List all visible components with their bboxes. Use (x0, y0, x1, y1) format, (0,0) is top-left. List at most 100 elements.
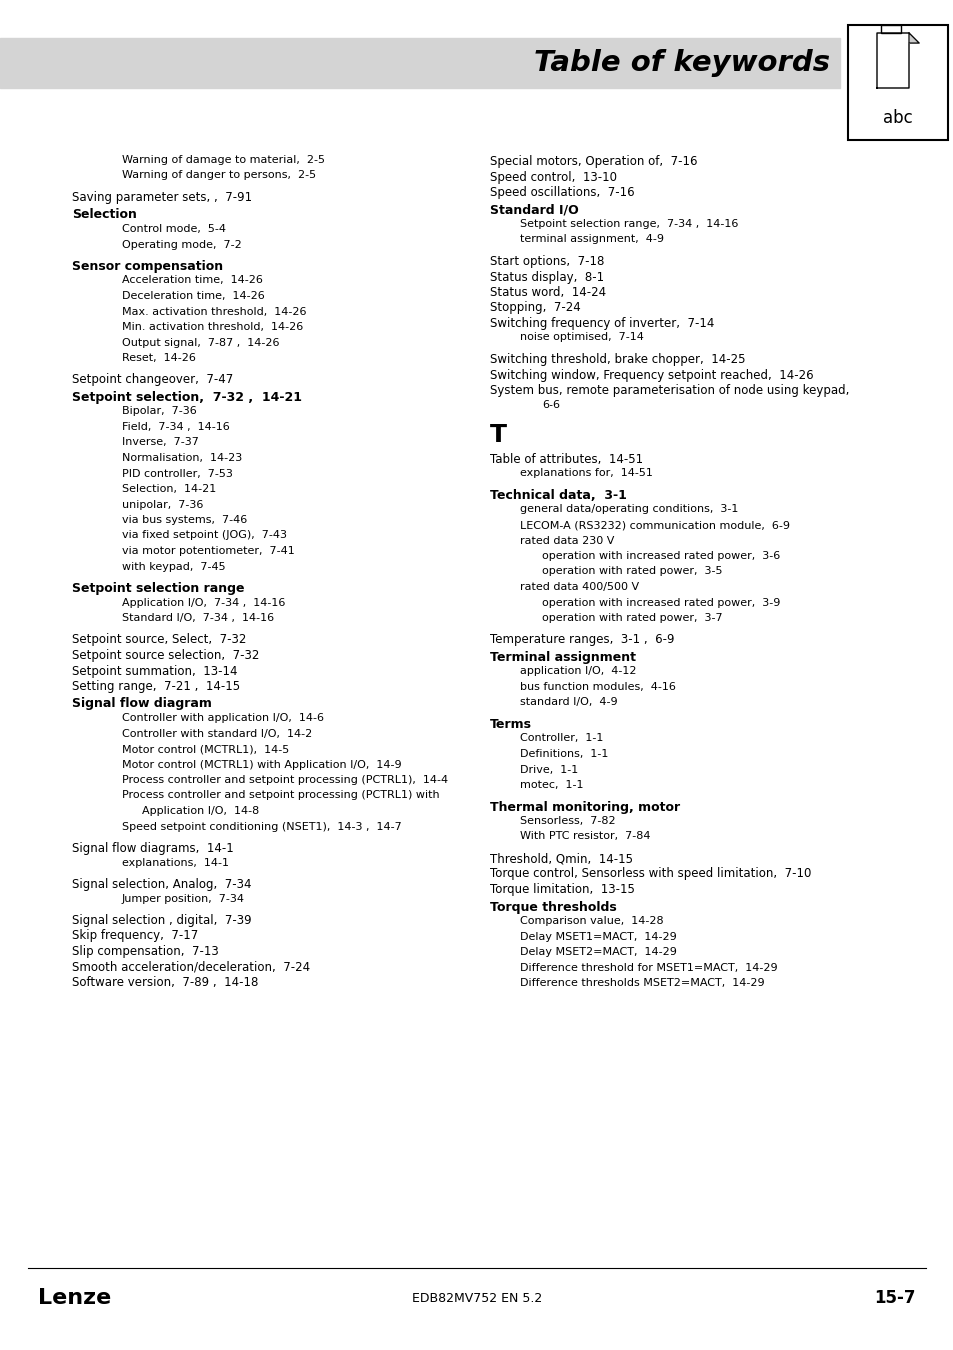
Text: Process controller and setpoint processing (PCTRL1) with: Process controller and setpoint processi… (122, 791, 439, 801)
Text: Speed oscillations,  7-16: Speed oscillations, 7-16 (490, 186, 634, 198)
Text: Max. activation threshold,  14-26: Max. activation threshold, 14-26 (122, 306, 306, 316)
Text: Controller with standard I/O,  14-2: Controller with standard I/O, 14-2 (122, 729, 312, 738)
Text: Software version,  7-89 ,  14-18: Software version, 7-89 , 14-18 (71, 976, 258, 990)
Text: application I/O,  4-12: application I/O, 4-12 (519, 667, 636, 676)
Text: Inverse,  7-37: Inverse, 7-37 (122, 437, 198, 447)
Text: Start options,  7-18: Start options, 7-18 (490, 255, 604, 269)
Text: PID controller,  7-53: PID controller, 7-53 (122, 468, 233, 478)
Text: Stopping,  7-24: Stopping, 7-24 (490, 301, 580, 315)
Text: Switching threshold, brake chopper,  14-25: Switching threshold, brake chopper, 14-2… (490, 352, 744, 366)
Text: Drive,  1-1: Drive, 1-1 (519, 764, 578, 775)
Text: LECOM-A (RS3232) communication module,  6-9: LECOM-A (RS3232) communication module, 6… (519, 520, 789, 531)
Text: Speed setpoint conditioning (NSET1),  14-3 ,  14-7: Speed setpoint conditioning (NSET1), 14-… (122, 822, 401, 832)
Text: noise optimised,  7-14: noise optimised, 7-14 (519, 332, 643, 343)
Text: rated data 400/500 V: rated data 400/500 V (519, 582, 639, 593)
Text: Operating mode,  7-2: Operating mode, 7-2 (122, 239, 241, 250)
Text: Signal flow diagram: Signal flow diagram (71, 698, 212, 710)
Text: Definitions,  1-1: Definitions, 1-1 (519, 749, 608, 759)
Text: Setpoint selection,  7-32 ,  14-21: Setpoint selection, 7-32 , 14-21 (71, 392, 302, 404)
Text: Terminal assignment: Terminal assignment (490, 651, 636, 664)
Text: terminal assignment,  4-9: terminal assignment, 4-9 (519, 235, 663, 244)
Text: Selection: Selection (71, 208, 136, 221)
Bar (880, 26, 900, 32)
Text: Torque thresholds: Torque thresholds (490, 900, 616, 914)
Text: Application I/O,  14-8: Application I/O, 14-8 (142, 806, 259, 815)
Text: Control mode,  5-4: Control mode, 5-4 (122, 224, 226, 234)
Text: Setpoint summation,  13-14: Setpoint summation, 13-14 (71, 664, 237, 678)
Text: Slip compensation,  7-13: Slip compensation, 7-13 (71, 945, 218, 958)
Text: rated data 230 V: rated data 230 V (519, 536, 614, 545)
Text: Technical data,  3-1: Technical data, 3-1 (490, 489, 626, 502)
Text: Temperature ranges,  3-1 ,  6-9: Temperature ranges, 3-1 , 6-9 (490, 633, 674, 647)
Text: Threshold, Qmin,  14-15: Threshold, Qmin, 14-15 (490, 852, 633, 865)
Text: Acceleration time,  14-26: Acceleration time, 14-26 (122, 275, 263, 285)
Text: Warning of danger to persons,  2-5: Warning of danger to persons, 2-5 (122, 170, 315, 181)
Text: Motor control (MCTRL1) with Application I/O,  14-9: Motor control (MCTRL1) with Application … (122, 760, 401, 770)
Text: Setpoint selection range: Setpoint selection range (71, 582, 244, 595)
Text: Table of keywords: Table of keywords (534, 49, 829, 77)
Text: Setpoint source selection,  7-32: Setpoint source selection, 7-32 (71, 649, 259, 662)
Text: Deceleration time,  14-26: Deceleration time, 14-26 (122, 292, 265, 301)
Text: Speed control,  13-10: Speed control, 13-10 (490, 170, 617, 184)
Text: Status display,  8-1: Status display, 8-1 (490, 270, 603, 284)
Text: Switching window, Frequency setpoint reached,  14-26: Switching window, Frequency setpoint rea… (490, 369, 813, 382)
Text: bus function modules,  4-16: bus function modules, 4-16 (519, 682, 675, 693)
Text: Setting range,  7-21 ,  14-15: Setting range, 7-21 , 14-15 (71, 680, 240, 693)
Text: via bus systems,  7-46: via bus systems, 7-46 (122, 514, 247, 525)
Text: Output signal,  7-87 ,  14-26: Output signal, 7-87 , 14-26 (122, 338, 279, 347)
Text: Delay MSET1=MACT,  14-29: Delay MSET1=MACT, 14-29 (519, 931, 676, 941)
Text: Comparison value,  14-28: Comparison value, 14-28 (519, 917, 663, 926)
Text: Standard I/O: Standard I/O (490, 204, 578, 216)
Text: operation with rated power,  3-7: operation with rated power, 3-7 (541, 613, 721, 622)
Text: Signal selection , digital,  7-39: Signal selection , digital, 7-39 (71, 914, 252, 927)
Text: motec,  1-1: motec, 1-1 (519, 780, 583, 790)
Text: Switching frequency of inverter,  7-14: Switching frequency of inverter, 7-14 (490, 317, 714, 329)
Text: Selection,  14-21: Selection, 14-21 (122, 485, 216, 494)
Text: 15-7: 15-7 (874, 1289, 915, 1307)
Text: standard I/O,  4-9: standard I/O, 4-9 (519, 698, 617, 707)
Text: Table of attributes,  14-51: Table of attributes, 14-51 (490, 454, 642, 466)
Text: via motor potentiometer,  7-41: via motor potentiometer, 7-41 (122, 545, 294, 556)
Text: via fixed setpoint (JOG),  7-43: via fixed setpoint (JOG), 7-43 (122, 531, 287, 540)
Text: general data/operating conditions,  3-1: general data/operating conditions, 3-1 (519, 505, 738, 514)
Text: Signal flow diagrams,  14-1: Signal flow diagrams, 14-1 (71, 842, 233, 855)
Text: Torque limitation,  13-15: Torque limitation, 13-15 (490, 883, 634, 896)
Text: Normalisation,  14-23: Normalisation, 14-23 (122, 454, 242, 463)
Text: Standard I/O,  7-34 ,  14-16: Standard I/O, 7-34 , 14-16 (122, 613, 274, 622)
Text: abc: abc (882, 109, 912, 127)
Text: Application I/O,  7-34 ,  14-16: Application I/O, 7-34 , 14-16 (122, 598, 285, 608)
Text: Setpoint selection range,  7-34 ,  14-16: Setpoint selection range, 7-34 , 14-16 (519, 219, 738, 230)
Text: with keypad,  7-45: with keypad, 7-45 (122, 562, 226, 571)
Polygon shape (876, 32, 918, 88)
Text: Torque control, Sensorless with speed limitation,  7-10: Torque control, Sensorless with speed li… (490, 868, 810, 880)
Text: operation with rated power,  3-5: operation with rated power, 3-5 (541, 567, 721, 576)
Text: Delay MSET2=MACT,  14-29: Delay MSET2=MACT, 14-29 (519, 946, 677, 957)
Text: With PTC resistor,  7-84: With PTC resistor, 7-84 (519, 832, 650, 841)
Text: Saving parameter sets, ,  7-91: Saving parameter sets, , 7-91 (71, 190, 252, 204)
Text: Lenze: Lenze (38, 1288, 112, 1308)
Polygon shape (908, 32, 918, 43)
Bar (0, 38, 840, 88)
Text: System bus, remote parameterisation of node using keypad,: System bus, remote parameterisation of n… (490, 383, 848, 397)
Text: unipolar,  7-36: unipolar, 7-36 (122, 500, 203, 509)
Text: Setpoint changeover,  7-47: Setpoint changeover, 7-47 (71, 374, 233, 386)
Text: Process controller and setpoint processing (PCTRL1),  14-4: Process controller and setpoint processi… (122, 775, 448, 784)
Bar (847, 26, 947, 140)
Text: Sensor compensation: Sensor compensation (71, 261, 223, 273)
Text: Terms: Terms (490, 718, 532, 730)
Text: Sensorless,  7-82: Sensorless, 7-82 (519, 815, 615, 826)
Text: Controller,  1-1: Controller, 1-1 (519, 733, 602, 744)
Text: T: T (490, 423, 506, 447)
Text: Setpoint source, Select,  7-32: Setpoint source, Select, 7-32 (71, 633, 246, 647)
Text: Controller with application I/O,  14-6: Controller with application I/O, 14-6 (122, 713, 324, 724)
Text: Status word,  14-24: Status word, 14-24 (490, 286, 605, 298)
Text: EDB82MV752 EN 5.2: EDB82MV752 EN 5.2 (412, 1292, 541, 1304)
Text: Thermal monitoring, motor: Thermal monitoring, motor (490, 801, 679, 814)
Text: Difference thresholds MSET2=MACT,  14-29: Difference thresholds MSET2=MACT, 14-29 (519, 977, 763, 988)
Text: Smooth acceleration/deceleration,  7-24: Smooth acceleration/deceleration, 7-24 (71, 960, 310, 973)
Text: Difference threshold for MSET1=MACT,  14-29: Difference threshold for MSET1=MACT, 14-… (519, 963, 777, 972)
Text: explanations,  14-1: explanations, 14-1 (122, 857, 229, 868)
Text: 6-6: 6-6 (541, 400, 559, 409)
Text: Skip frequency,  7-17: Skip frequency, 7-17 (71, 930, 198, 942)
Text: Bipolar,  7-36: Bipolar, 7-36 (122, 406, 196, 417)
